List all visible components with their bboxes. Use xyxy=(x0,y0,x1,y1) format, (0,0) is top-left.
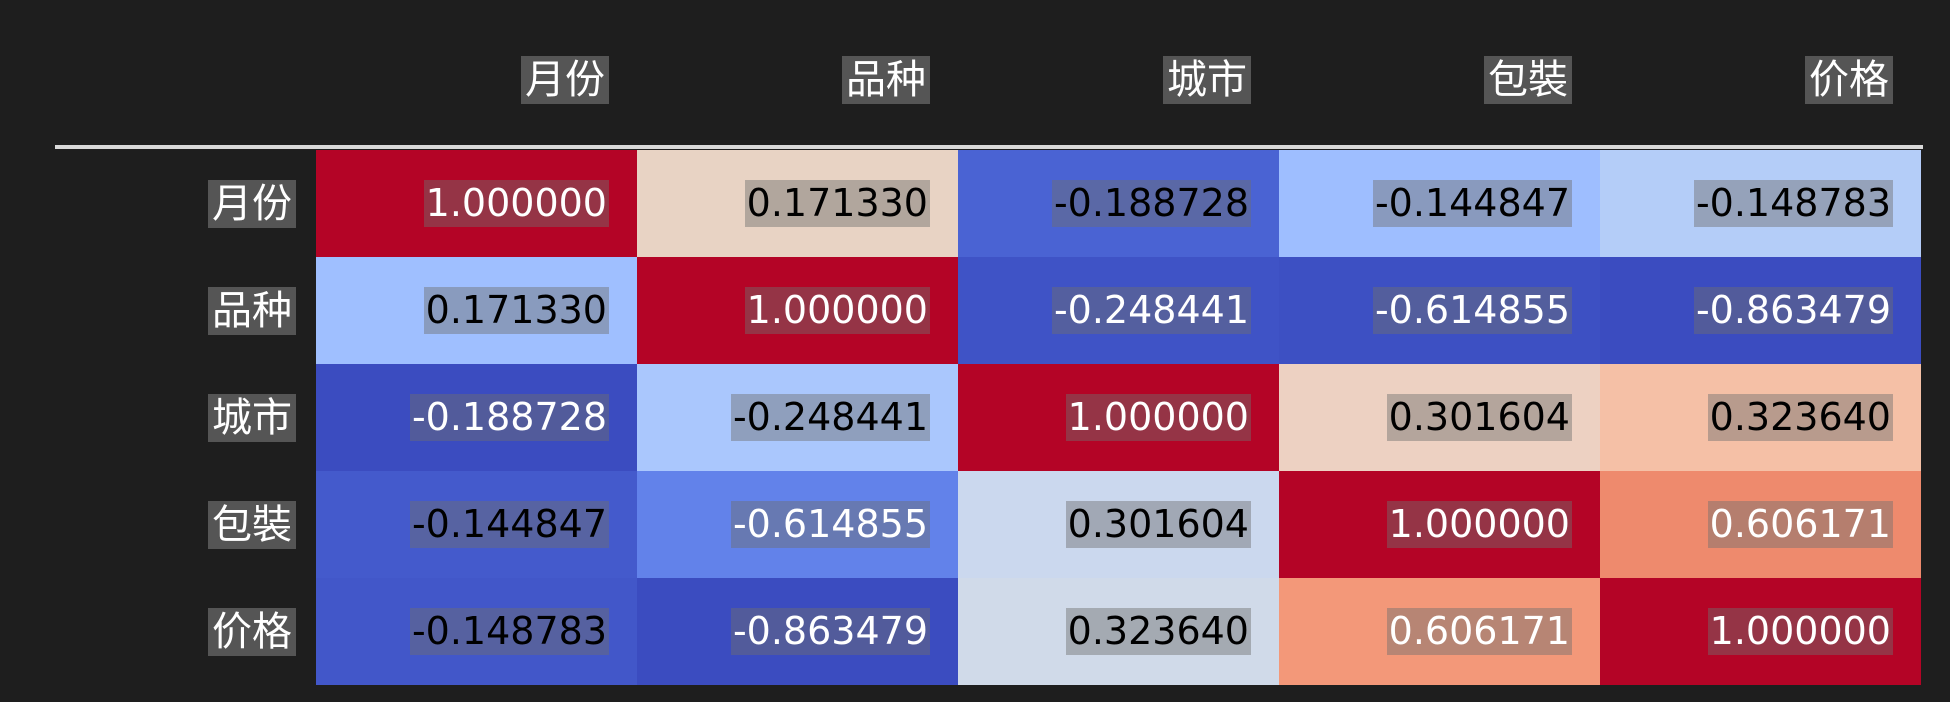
cell-value: 0.323640 xyxy=(1707,393,1893,442)
table-cell: 0.606171 xyxy=(1600,471,1921,578)
table-cell: -0.614855 xyxy=(1279,257,1600,364)
table-cell: 1.000000 xyxy=(1279,471,1600,578)
row-header-label: 月份 xyxy=(208,179,296,228)
cell-value: 1.000000 xyxy=(1386,500,1572,549)
cell-value: 0.301604 xyxy=(1065,500,1251,549)
cell-value: 0.606171 xyxy=(1707,500,1893,549)
row-header: 月份 xyxy=(55,150,296,257)
cell-value: 0.301604 xyxy=(1386,393,1572,442)
cell-value: -0.614855 xyxy=(1372,286,1572,335)
table-cell: 0.301604 xyxy=(1279,364,1600,471)
cell-value: 0.171330 xyxy=(423,286,609,335)
cell-value: -0.148783 xyxy=(409,607,609,656)
table-cell: 0.606171 xyxy=(1279,578,1600,685)
column-header-label: 城市 xyxy=(1163,56,1251,104)
column-header: 月份 xyxy=(316,20,637,140)
row-header-label: 城市 xyxy=(208,393,296,442)
column-header-label: 价格 xyxy=(1805,56,1893,104)
table-cell: 1.000000 xyxy=(316,150,637,257)
cell-value: -0.614855 xyxy=(730,500,930,549)
table-cell: 0.323640 xyxy=(1600,364,1921,471)
column-header: 城市 xyxy=(958,20,1279,140)
table-cell: 0.171330 xyxy=(637,150,958,257)
row-header-label: 价格 xyxy=(208,607,296,656)
table-cell: -0.188728 xyxy=(316,364,637,471)
table-cell: -0.188728 xyxy=(958,150,1279,257)
column-header-label: 品种 xyxy=(842,56,930,104)
table-cell: -0.863479 xyxy=(1600,257,1921,364)
column-header: 包裝 xyxy=(1279,20,1600,140)
cell-value: 0.323640 xyxy=(1065,607,1251,656)
cell-value: -0.188728 xyxy=(1051,179,1251,228)
column-header: 品种 xyxy=(637,20,958,140)
header-divider xyxy=(55,145,1923,149)
cell-value: 0.171330 xyxy=(744,179,930,228)
table-cell: -0.144847 xyxy=(316,471,637,578)
row-header: 包裝 xyxy=(55,471,296,578)
row-header-label: 包裝 xyxy=(208,500,296,549)
cell-value: -0.144847 xyxy=(409,500,609,549)
cell-value: -0.863479 xyxy=(1693,286,1893,335)
table-cell: -0.148783 xyxy=(316,578,637,685)
table-cell: 0.171330 xyxy=(316,257,637,364)
table-cell: 1.000000 xyxy=(1600,578,1921,685)
row-header-label: 品种 xyxy=(208,286,296,335)
row-header: 品种 xyxy=(55,257,296,364)
table-cell: -0.614855 xyxy=(637,471,958,578)
table-cell: -0.863479 xyxy=(637,578,958,685)
table-cell: -0.248441 xyxy=(958,257,1279,364)
cell-value: 0.606171 xyxy=(1386,607,1572,656)
row-header: 价格 xyxy=(55,578,296,685)
cell-value: 1.000000 xyxy=(423,179,609,228)
table-cell: -0.148783 xyxy=(1600,150,1921,257)
table-cell: -0.144847 xyxy=(1279,150,1600,257)
table-cell: 1.000000 xyxy=(958,364,1279,471)
table-cell: -0.248441 xyxy=(637,364,958,471)
column-header: 价格 xyxy=(1600,20,1921,140)
column-header-label: 月份 xyxy=(521,56,609,104)
table-cell: 1.000000 xyxy=(637,257,958,364)
cell-value: 1.000000 xyxy=(1707,607,1893,656)
cell-value: -0.188728 xyxy=(409,393,609,442)
table-cell: 0.301604 xyxy=(958,471,1279,578)
cell-value: -0.863479 xyxy=(730,607,930,656)
cell-value: -0.248441 xyxy=(730,393,930,442)
cell-value: 1.000000 xyxy=(1065,393,1251,442)
cell-value: -0.148783 xyxy=(1693,179,1893,228)
cell-value: -0.248441 xyxy=(1051,286,1251,335)
cell-value: 1.000000 xyxy=(744,286,930,335)
column-header-label: 包裝 xyxy=(1484,56,1572,104)
table-cell: 0.323640 xyxy=(958,578,1279,685)
cell-value: -0.144847 xyxy=(1372,179,1572,228)
row-header: 城市 xyxy=(55,364,296,471)
